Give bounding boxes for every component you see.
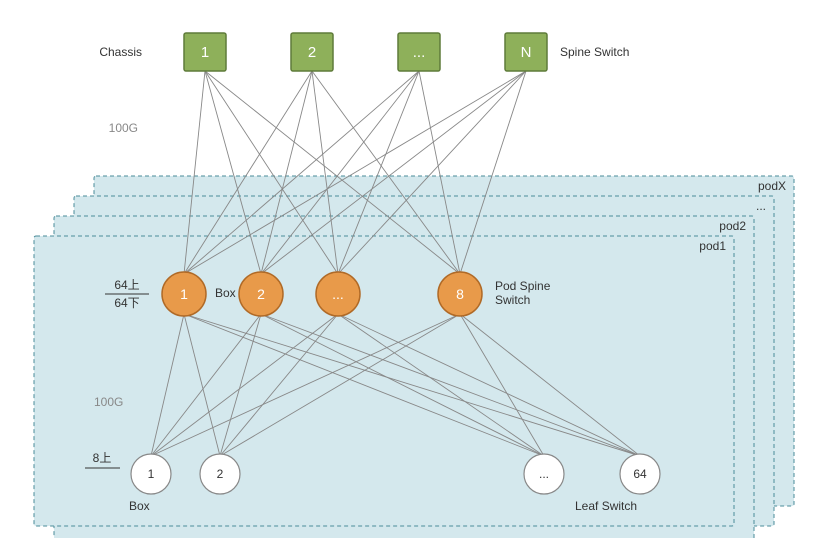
leaf-switch-label: 2 [217,467,224,481]
pod-front-label: pod1 [699,239,726,253]
pod-spine-switch-label: ... [332,286,344,302]
leaf-up-label: 8上 [93,451,112,465]
spine-switch-title: Spine Switch [560,45,629,59]
pod-spine-switch-label: 8 [456,286,464,302]
pod-back-label: ... [756,199,766,213]
chassis-label: Chassis [99,45,142,59]
link-speed-mid: 100G [94,395,123,409]
pod-spine-switch-label: 1 [180,286,188,302]
leaf-box-label: Box [129,499,150,513]
pod-spine-switch-label: 2 [257,286,265,302]
spine-switch-label: N [521,44,532,61]
ratio-down-label: 64下 [114,296,139,310]
leaf-switch-label: 64 [633,467,647,481]
leaf-switch-label: ... [539,467,549,481]
pod-back-label: pod2 [719,219,746,233]
leaf-switch-title: Leaf Switch [575,499,637,513]
pod-back-label: podX [758,179,786,193]
link-speed-top: 100G [109,121,138,135]
leaf-switch-label: 1 [148,467,155,481]
ratio-up-label: 64上 [114,278,139,292]
spine-switch-label: 2 [308,44,316,61]
spine-switch-label: 1 [201,44,209,61]
spine-switch-label: ... [413,44,426,61]
podspine-box-label: Box [215,286,236,300]
